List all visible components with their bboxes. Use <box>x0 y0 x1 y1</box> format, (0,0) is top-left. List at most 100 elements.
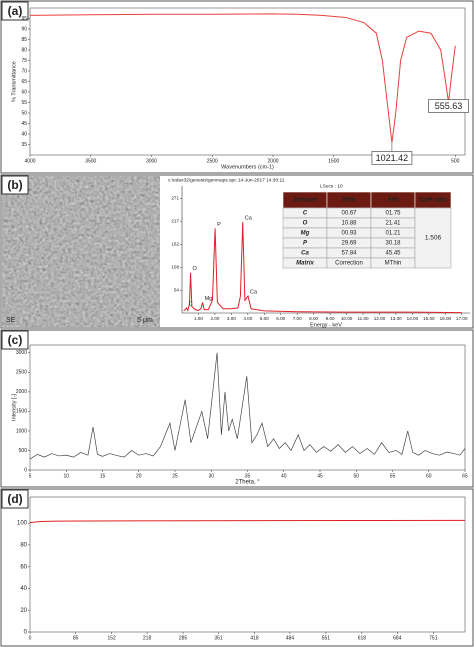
x-tick-label: 218 <box>143 635 152 641</box>
x-tick-label: 9.00 <box>326 316 335 321</box>
x-tick-label: 15.00 <box>423 316 435 321</box>
x-tick-label: 6.00 <box>276 316 285 321</box>
plot-frame <box>29 496 466 633</box>
x-tick-label: 11.00 <box>357 316 369 321</box>
x-tick-label: 45 <box>317 473 323 479</box>
sem-image <box>2 176 160 327</box>
x-tick-label: 40 <box>281 473 287 479</box>
y-tick-label: 54 <box>174 287 180 292</box>
table-cell-text: Mg <box>301 231 310 237</box>
table-cell-text: Correction <box>335 261 363 267</box>
x-tick-label: 5.00 <box>260 316 269 321</box>
y-tick-label: 50 <box>21 110 27 116</box>
table-cell-text: 00.67 <box>341 211 357 217</box>
x-tick-label: 85 <box>73 635 79 641</box>
x-tick-label: 60 <box>426 473 432 479</box>
x-tick-label: 14.00 <box>407 316 419 321</box>
spectrum-subheader: LSecs : 10 <box>320 183 343 189</box>
x-tick-label: 551 <box>322 635 331 641</box>
panel-label-box <box>1 330 29 350</box>
x-tick-label: 7.00 <box>293 316 302 321</box>
panel-label-box <box>1 489 29 509</box>
x-tick-label: 4.00 <box>243 316 252 321</box>
y-tick-label: 2500 <box>16 370 27 376</box>
peak-label: Ca <box>250 290 258 296</box>
y-tick-label: 0 <box>24 467 27 473</box>
y-tick-label: 60 <box>21 89 27 95</box>
x-tick-label: 684 <box>393 635 402 641</box>
panel-label: (a) <box>8 4 23 18</box>
y-tick-label: 100 <box>17 521 28 527</box>
y-tick-label: 45 <box>21 121 27 127</box>
annotation: 555.63 <box>435 101 463 111</box>
peak-label: O <box>193 266 198 272</box>
y-tick-label: 55 <box>21 100 27 106</box>
peak-label: Ca <box>245 215 253 221</box>
table-cell-text: P <box>303 241 308 247</box>
sem-texture <box>2 176 160 327</box>
y-tick-label: 60 <box>20 564 27 570</box>
y-tick-label: 40 <box>21 131 27 137</box>
x-tick-label: 10.00 <box>341 316 353 321</box>
y-tick-label: 95 <box>21 16 27 22</box>
x-tick-label: 2500 <box>207 158 218 164</box>
panel-frame <box>0 174 474 329</box>
y-tick-label: 3000 <box>16 350 27 356</box>
x-axis-label: Energy - keV <box>310 322 342 328</box>
x-tick-label: 17.00 <box>456 316 468 321</box>
table-cell-text: C <box>303 211 308 217</box>
x-tick-label: 35 <box>245 473 251 479</box>
peak-label: C <box>189 301 193 307</box>
table-ratio: 1.506 <box>425 235 442 242</box>
y-tick-label: 85 <box>21 37 27 43</box>
panel-frame <box>0 488 474 647</box>
y-tick-label: 0 <box>24 630 28 636</box>
x-tick-label: 30 <box>208 473 214 479</box>
sem-scale: 5 μm <box>137 317 153 324</box>
x-tick-label: 500 <box>451 158 460 164</box>
x-tick-label: 152 <box>107 635 116 641</box>
table-cell-text: O <box>303 221 308 227</box>
x-tick-label: 3.00 <box>227 316 236 321</box>
x-tick-label: 285 <box>179 635 188 641</box>
x-tick-label: 418 <box>250 635 259 641</box>
x-tick-label: 3500 <box>85 158 96 164</box>
panel-label-box <box>1 1 29 21</box>
x-tick-label: 1500 <box>328 158 339 164</box>
y-tick-label: 80 <box>21 47 27 53</box>
x-tick-label: 1.00 <box>194 316 203 321</box>
data-line <box>29 352 466 460</box>
y-axis-label: Intensity [-] <box>11 394 17 421</box>
x-tick-label: 50 <box>353 473 359 479</box>
table-cell-text: MThin <box>385 261 402 267</box>
y-tick-label: 1000 <box>16 428 27 434</box>
x-tick-label: 13.00 <box>390 316 402 321</box>
table-cell-text: 45.45 <box>385 251 401 257</box>
plot-frame <box>29 344 466 471</box>
x-axis-label: Wavenumbers (cm-1) <box>221 164 274 170</box>
x-tick-label: 3000 <box>146 158 157 164</box>
x-tick-label: 351 <box>214 635 223 641</box>
table-header: Element <box>293 198 317 204</box>
sem-label: SE <box>6 317 16 324</box>
table-header: Ca/P ratio <box>419 198 447 204</box>
x-tick-label: 618 <box>358 635 367 641</box>
spectrum-header: c:\edax32\genesis\genmaps.spc 14-Jun-201… <box>168 177 285 183</box>
x-tick-label: 2000 <box>267 158 278 164</box>
x-tick-label: 15 <box>100 473 106 479</box>
y-tick-label: 2000 <box>16 389 27 395</box>
x-tick-label: 25 <box>172 473 178 479</box>
x-tick-label: 0 <box>29 635 32 641</box>
panel-label: (c) <box>8 333 23 347</box>
y-tick-label: 90 <box>21 26 27 32</box>
table-cell-text: 00.93 <box>341 231 357 237</box>
x-tick-label: 20 <box>136 473 142 479</box>
annotation-box <box>371 151 413 165</box>
y-tick-label: 1500 <box>16 409 27 415</box>
table-cell-text: Ca <box>301 251 309 257</box>
y-tick-label: 75 <box>21 58 27 64</box>
peak-label: Mg <box>205 296 213 302</box>
data-line <box>29 519 466 524</box>
table-cell-text: 10.88 <box>341 221 357 227</box>
x-tick-label: 10 <box>63 473 69 479</box>
